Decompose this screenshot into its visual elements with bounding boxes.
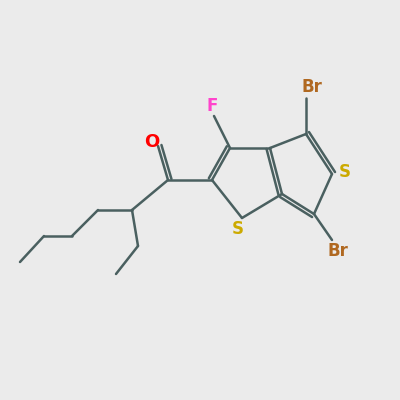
Text: O: O xyxy=(144,133,160,151)
Text: Br: Br xyxy=(302,78,322,96)
Text: Br: Br xyxy=(328,242,348,260)
Text: F: F xyxy=(206,97,218,115)
Text: S: S xyxy=(232,220,244,238)
Text: S: S xyxy=(339,163,351,181)
